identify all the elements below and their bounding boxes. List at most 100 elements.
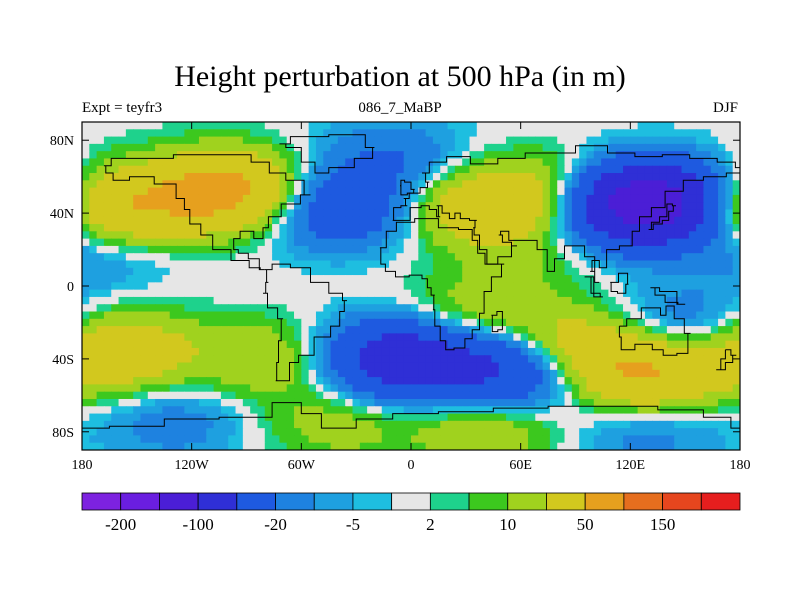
- field-cell: [279, 136, 288, 145]
- field-cell: [447, 413, 456, 422]
- field-cell: [608, 202, 617, 211]
- field-cell: [294, 318, 302, 327]
- field-cell: [652, 122, 661, 130]
- field-cell: [491, 391, 500, 400]
- field-cell: [447, 420, 456, 429]
- field-cell: [147, 333, 156, 342]
- field-cell: [462, 122, 471, 130]
- field-cell: [454, 442, 463, 450]
- field-cell: [432, 296, 441, 305]
- field-cell: [527, 326, 536, 334]
- field-cell: [535, 398, 544, 407]
- field-cell: [520, 216, 529, 225]
- field-cell: [264, 151, 273, 160]
- field-cell: [330, 136, 339, 145]
- field-cell: [198, 311, 207, 320]
- field-cell: [235, 143, 244, 152]
- field-cell: [381, 209, 390, 218]
- field-cell: [615, 420, 624, 429]
- field-cell: [644, 311, 653, 320]
- field-cell: [557, 311, 566, 320]
- field-cell: [732, 311, 740, 320]
- field-cell: [725, 194, 734, 203]
- field-cell: [315, 289, 324, 298]
- field-cell: [674, 245, 683, 254]
- field-cell: [286, 428, 295, 437]
- field-cell: [440, 238, 449, 247]
- field-cell: [147, 194, 156, 203]
- field-cell: [542, 355, 551, 364]
- field-cell: [177, 369, 185, 378]
- field-cell: [564, 384, 573, 393]
- field-cell: [198, 333, 207, 342]
- field-cell: [323, 282, 332, 291]
- field-cell: [513, 333, 522, 342]
- field-cell: [535, 238, 544, 247]
- field-cell: [191, 224, 200, 232]
- field-cell: [89, 122, 98, 130]
- field-cell: [111, 136, 120, 145]
- field-cell: [513, 151, 522, 160]
- field-cell: [710, 442, 719, 450]
- field-cell: [279, 245, 288, 254]
- field-cell: [228, 275, 237, 283]
- field-cell: [323, 413, 332, 422]
- field-cell: [513, 391, 522, 400]
- field-cell: [447, 340, 456, 349]
- field-cell: [506, 151, 514, 160]
- field-cell: [418, 369, 427, 378]
- field-cell: [732, 122, 740, 130]
- field-cell: [593, 428, 602, 437]
- field-cell: [484, 224, 493, 232]
- field-cell: [484, 435, 493, 444]
- field-cell: [491, 173, 500, 181]
- field-cell: [710, 194, 719, 203]
- field-cell: [579, 267, 588, 276]
- field-cell: [125, 122, 134, 130]
- field-cell: [125, 355, 134, 364]
- field-cell: [118, 333, 127, 342]
- field-cell: [389, 384, 397, 393]
- field-cell: [103, 165, 112, 174]
- field-cell: [681, 136, 690, 145]
- field-cell: [527, 333, 536, 342]
- field-cell: [213, 282, 222, 291]
- field-cell: [432, 420, 441, 429]
- field-cell: [725, 122, 734, 130]
- field-cell: [520, 296, 529, 305]
- field-cell: [571, 253, 580, 262]
- field-cell: [206, 311, 215, 320]
- field-cell: [688, 391, 697, 400]
- field-cell: [520, 173, 529, 181]
- field-cell: [432, 347, 441, 356]
- field-cell: [593, 420, 602, 429]
- field-cell: [454, 384, 463, 393]
- field-cell: [454, 413, 463, 422]
- field-cell: [125, 129, 134, 138]
- field-cell: [484, 296, 493, 305]
- field-cell: [198, 326, 207, 334]
- field-cell: [520, 202, 529, 211]
- field-cell: [608, 391, 617, 400]
- field-cell: [389, 362, 397, 371]
- field-cell: [359, 224, 368, 232]
- field-cell: [294, 253, 302, 262]
- field-cell: [308, 369, 317, 378]
- field-cell: [177, 420, 185, 429]
- field-cell: [337, 435, 346, 444]
- field-cell: [250, 420, 259, 429]
- field-cell: [564, 377, 573, 385]
- field-cell: [133, 318, 142, 327]
- field-cell: [484, 122, 493, 130]
- field-cell: [133, 304, 142, 313]
- field-cell: [637, 289, 646, 298]
- field-cell: [389, 347, 397, 356]
- field-cell: [330, 318, 339, 327]
- field-cell: [396, 260, 405, 269]
- field-cell: [593, 391, 602, 400]
- field-cell: [579, 275, 588, 283]
- field-cell: [352, 311, 361, 320]
- field-cell: [696, 355, 705, 364]
- field-cell: [323, 224, 332, 232]
- field-cell: [162, 224, 171, 232]
